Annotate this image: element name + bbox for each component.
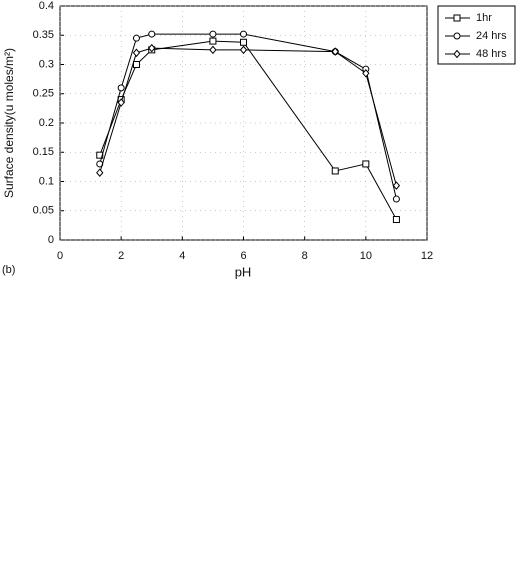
data-point	[132, 61, 140, 68]
y-tick-label: 0	[48, 234, 54, 246]
data-point	[362, 160, 370, 168]
data-point	[96, 168, 104, 177]
data-point	[117, 84, 125, 92]
y-axis-label: Surface density(u moles/m²)	[2, 48, 16, 198]
data-point	[148, 30, 156, 38]
data-point	[392, 216, 400, 224]
data-point	[117, 98, 125, 107]
x-tick-label: 2	[118, 250, 124, 262]
data-point	[96, 151, 104, 159]
y-tick-label: 0.3	[39, 58, 54, 70]
y-tick-label: 0.2	[39, 117, 54, 129]
data-point	[209, 45, 217, 55]
y-tick-label: 0.15	[33, 146, 54, 158]
panel-label: (b)	[2, 264, 15, 276]
legend-marker	[453, 14, 461, 22]
data-point	[362, 69, 370, 78]
legend-label: 24 hrs	[476, 30, 507, 42]
data-point	[240, 38, 247, 46]
x-tick-label: 0	[57, 250, 63, 262]
data-point	[132, 48, 141, 58]
legend-box	[437, 5, 516, 65]
data-point	[240, 30, 247, 38]
x-tick-label: 10	[360, 250, 372, 262]
legend-marker	[453, 49, 461, 59]
x-tick-label: 4	[179, 250, 185, 262]
x-axis-label: pH	[235, 264, 252, 279]
x-tick-label: 6	[240, 250, 246, 262]
data-point	[331, 167, 339, 175]
legend-label: 1hr	[476, 12, 492, 24]
y-tick-label: 0.05	[33, 205, 54, 217]
data-point	[392, 181, 401, 190]
data-point	[331, 47, 339, 56]
y-tick-label: 0.35	[33, 29, 54, 41]
y-tick-label: 0.1	[39, 175, 54, 187]
y-tick-label: 0.25	[33, 88, 54, 100]
data-point	[209, 37, 217, 45]
legend-label: 48 hrs	[476, 48, 507, 60]
data-point	[132, 34, 140, 42]
data-point	[209, 30, 217, 38]
series-line	[99, 47, 397, 186]
data-point	[148, 43, 156, 53]
series-line	[99, 40, 397, 220]
legend-marker	[453, 32, 461, 40]
series-line	[99, 33, 397, 200]
data-point	[239, 45, 248, 55]
data-point	[392, 195, 400, 203]
x-tick-label: 12	[421, 250, 433, 262]
y-tick-label: 0.4	[39, 0, 54, 12]
x-tick-label: 8	[302, 250, 308, 262]
